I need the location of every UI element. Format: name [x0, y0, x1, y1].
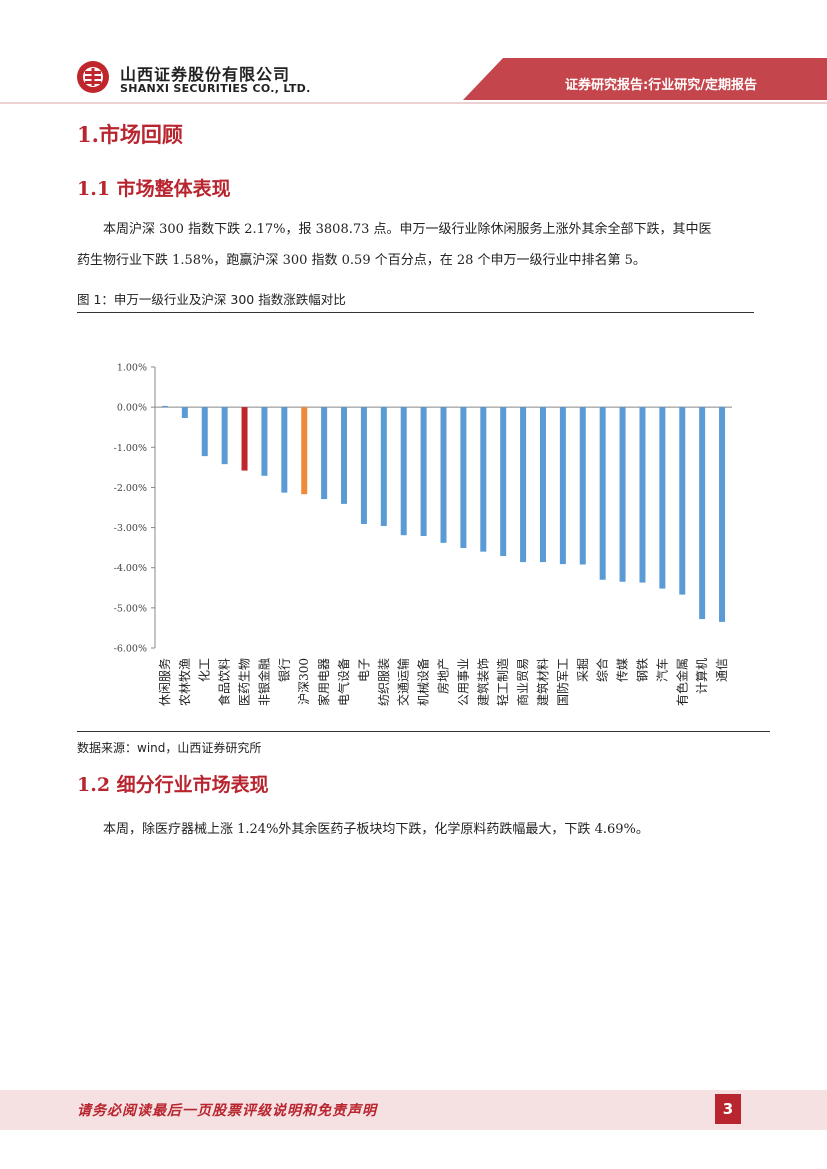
x-tick-label: 纺织服装	[377, 658, 391, 706]
bar	[261, 407, 268, 476]
overall-paragraph: 本周沪深 300 指数下跌 2.17%，报 3808.73 点。申万一级行业除休…	[77, 214, 753, 276]
x-tick-label: 医药生物	[238, 658, 252, 706]
x-tick-label: 有色金属	[674, 658, 689, 706]
x-tick-label: 沪深300	[297, 658, 311, 705]
figure-bottom-rule	[77, 731, 770, 732]
section-title: 1.市场回顾	[77, 122, 183, 147]
bar	[539, 407, 546, 563]
page-header: 山西证券股份有限公司 SHANXI SECURITIES CO., LTD. 证…	[0, 0, 827, 110]
bar	[719, 407, 726, 622]
x-tick-label: 商业贸易	[515, 658, 530, 706]
x-tick-label: 建筑装饰	[475, 658, 490, 706]
x-tick-label: 交通运输	[396, 658, 411, 706]
x-tick-label: 通信	[715, 658, 729, 682]
bar	[500, 407, 507, 557]
y-tick-label: -2.00%	[114, 483, 147, 494]
y-tick-label: 0.00%	[117, 403, 147, 414]
bar	[161, 405, 168, 408]
bar	[241, 407, 248, 471]
overall-paragraph-line2: 药生物行业下跌 1.58%，跑赢沪深 300 指数 0.59 个百分点，在 28…	[77, 253, 646, 268]
x-tick-label: 房地产	[436, 658, 451, 694]
y-tick-label: -3.00%	[114, 523, 147, 534]
x-tick-label: 建筑材料	[535, 658, 550, 706]
x-tick-label: 非银金融	[256, 658, 271, 706]
subsection-title-overall: 1.1 市场整体表现	[77, 178, 231, 200]
x-tick-label: 传媒	[615, 658, 630, 682]
figure-source: 数据来源：wind，山西证券研究所	[77, 741, 262, 755]
bar	[201, 407, 208, 457]
subsection-title-segments: 1.2 细分行业市场表现	[77, 774, 269, 796]
x-tick-label: 钢铁	[635, 658, 649, 682]
x-tick-label: 化工	[198, 658, 212, 682]
bar	[380, 407, 387, 526]
bar	[679, 407, 686, 595]
y-tick-label: 1.00%	[117, 363, 147, 374]
x-tick-label: 电子	[357, 658, 371, 682]
x-tick-label: 国防军工	[555, 658, 570, 706]
bar	[341, 407, 348, 504]
bar	[579, 407, 586, 565]
bar	[360, 407, 367, 524]
bar	[321, 407, 328, 500]
x-tick-label: 农林牧渔	[178, 658, 192, 706]
bar	[699, 407, 706, 620]
y-tick-label: -1.00%	[114, 443, 147, 454]
bar	[460, 407, 467, 549]
footer-band	[0, 1090, 827, 1130]
bar	[659, 407, 666, 589]
figure-top-rule	[77, 312, 754, 313]
bar	[221, 407, 228, 465]
bar	[619, 407, 626, 582]
x-tick-label: 轻工制造	[496, 658, 510, 706]
x-tick-label: 综合	[595, 658, 610, 682]
figure-title: 图 1：申万一级行业及沪深 300 指数涨跌幅对比	[77, 292, 346, 307]
disclaimer: 请务必阅读最后一页股票评级说明和免责声明	[77, 1103, 377, 1119]
bar	[599, 407, 606, 580]
y-tick-label: -5.00%	[114, 603, 147, 614]
y-tick-label: -6.00%	[114, 644, 147, 655]
bar	[520, 407, 527, 563]
bar	[420, 407, 427, 537]
segments-paragraph: 本周，除医疗器械上涨 1.24%外其余医药子板块均下跌，化学原料药跌幅最大，下跌…	[103, 822, 649, 837]
bar	[480, 407, 487, 552]
bar	[639, 407, 646, 583]
company-logo-icon	[77, 61, 109, 93]
bar	[559, 407, 566, 565]
x-tick-label: 家用电器	[316, 658, 331, 706]
company-name-en: SHANXI SECURITIES CO., LTD.	[120, 82, 311, 95]
report-type: 证券研究报告:行业研究/定期报告	[565, 78, 757, 93]
bar	[440, 407, 447, 543]
x-tick-label: 汽车	[654, 658, 669, 682]
x-tick-label: 银行	[277, 658, 291, 682]
page-number: 3	[715, 1094, 741, 1124]
x-tick-label: 电气设备	[336, 658, 351, 706]
x-tick-label: 机械设备	[416, 658, 431, 706]
header-band	[0, 58, 827, 104]
x-tick-label: 计算机	[694, 658, 709, 694]
bar	[400, 407, 407, 536]
company-name-cn: 山西证券股份有限公司	[120, 65, 291, 84]
x-tick-label: 食品饮料	[217, 658, 232, 706]
bar	[181, 407, 188, 418]
x-tick-label: 公用事业	[456, 658, 470, 706]
bar	[281, 407, 288, 493]
bar	[301, 407, 308, 495]
y-tick-label: -4.00%	[114, 563, 147, 574]
industry-returns-chart: 1.00% 0.00% -1.00% -2.00% -3.00% -4.00% -5.00%…	[114, 363, 732, 706]
x-tick-label: 休闲服务	[157, 658, 172, 706]
overall-paragraph-line1: 本周沪深 300 指数下跌 2.17%，报 3808.73 点。申万一级行业除休…	[103, 222, 712, 237]
x-tick-label: 采掘	[575, 658, 590, 682]
